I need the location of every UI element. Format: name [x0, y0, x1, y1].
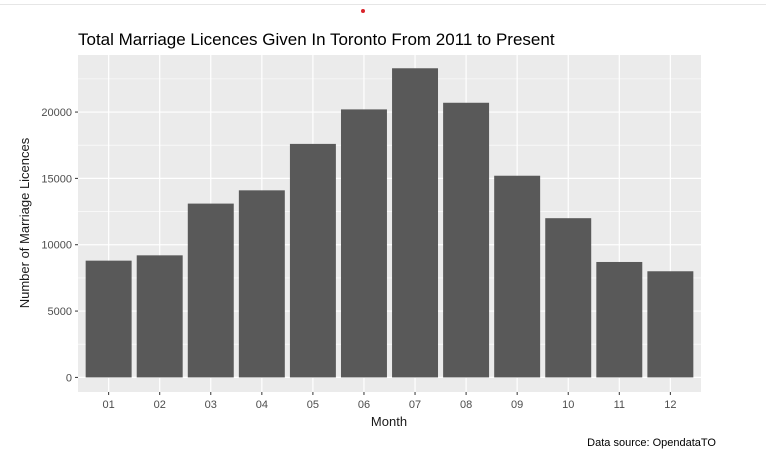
- x-tick-label: 05: [307, 399, 319, 411]
- bar-08: [443, 102, 490, 378]
- data-source-caption: Data source: OpendataTO: [587, 437, 716, 449]
- bar-01: [85, 260, 132, 378]
- x-tick-label: 09: [511, 399, 523, 411]
- y-axis-title: Number of Marriage Licences: [17, 137, 32, 308]
- y-tick-label: 15000: [41, 173, 72, 185]
- x-tick-label: 06: [358, 399, 370, 411]
- x-axis-title: Month: [371, 414, 407, 429]
- x-tick-label: 07: [409, 399, 421, 411]
- bar-06: [340, 109, 387, 378]
- x-tick-label: 12: [664, 399, 676, 411]
- y-tick-label: 20000: [41, 107, 72, 119]
- x-tick-label: 02: [154, 399, 166, 411]
- x-axis-ticks: 01 02 03 04 05 06 07 08 09 10 11 12: [103, 392, 676, 411]
- bar-03: [187, 203, 234, 378]
- x-tick-label: 10: [562, 399, 574, 411]
- indicator-dot: [361, 9, 365, 13]
- x-tick-label: 01: [103, 399, 115, 411]
- bar-09: [494, 175, 541, 378]
- y-tick-label: 5000: [48, 306, 72, 318]
- bar-02: [136, 255, 183, 378]
- x-tick-label: 04: [256, 399, 268, 411]
- top-rule: [0, 0, 766, 5]
- bar-07: [392, 68, 439, 378]
- x-tick-label: 03: [205, 399, 217, 411]
- chart-title: Total Marriage Licences Given In Toronto…: [78, 30, 555, 49]
- x-tick-label: 08: [460, 399, 472, 411]
- bar-11: [596, 261, 643, 378]
- y-tick-label: 10000: [41, 240, 72, 252]
- bar-04: [238, 190, 285, 378]
- y-axis-ticks: 0 5000 10000 15000 20000: [41, 107, 78, 384]
- y-tick-label: 0: [66, 372, 72, 384]
- x-tick-label: 11: [614, 399, 625, 411]
- bar-12: [647, 271, 694, 378]
- bar-10: [545, 218, 592, 378]
- bars: [85, 68, 694, 378]
- bar-05: [289, 143, 336, 378]
